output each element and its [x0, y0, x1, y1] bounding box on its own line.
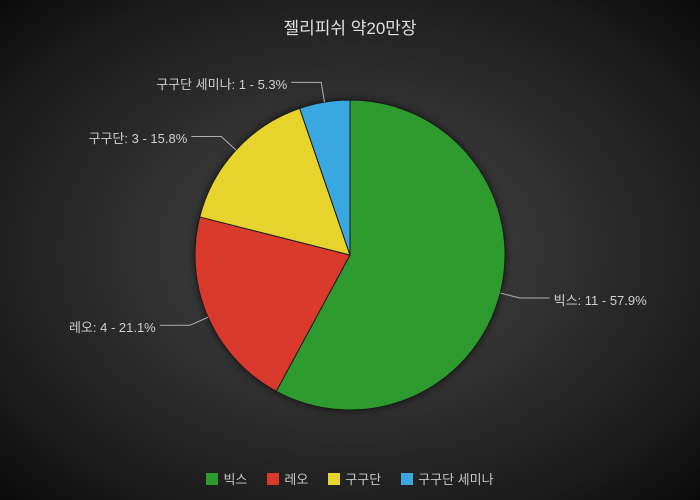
legend-item: 레오: [267, 469, 308, 488]
slice-label: 레오: 4 - 21.1%: [69, 317, 156, 336]
legend-label: 레오: [284, 472, 308, 487]
slice-label: 구구단 세미나: 1 - 5.3%: [156, 74, 287, 93]
legend: 빅스 레오 구구단 구구단 세미나: [0, 469, 700, 488]
legend-item: 구구단: [328, 469, 381, 488]
legend-swatch: [267, 473, 279, 485]
legend-swatch: [206, 473, 218, 485]
legend-label: 구구단: [345, 472, 381, 487]
legend-label: 구구단 세미나: [418, 472, 493, 487]
legend-swatch: [328, 473, 340, 485]
slice-label: 구구단: 3 - 15.8%: [89, 128, 188, 147]
pie-svg: [190, 95, 510, 415]
chart-plot-area: 빅스: 11 - 57.9% 레오: 4 - 21.1% 구구단: 3 - 15.8…: [0, 55, 700, 455]
legend-item: 구구단 세미나: [401, 469, 493, 488]
legend-swatch: [401, 473, 413, 485]
pie-container: [190, 95, 510, 415]
legend-label: 빅스: [223, 472, 247, 487]
chart-title: 젤리피쉬 약20만장: [0, 14, 700, 39]
pie-slices-group: [195, 100, 505, 410]
legend-item: 빅스: [206, 469, 247, 488]
slice-label: 빅스: 11 - 57.9%: [554, 290, 647, 309]
